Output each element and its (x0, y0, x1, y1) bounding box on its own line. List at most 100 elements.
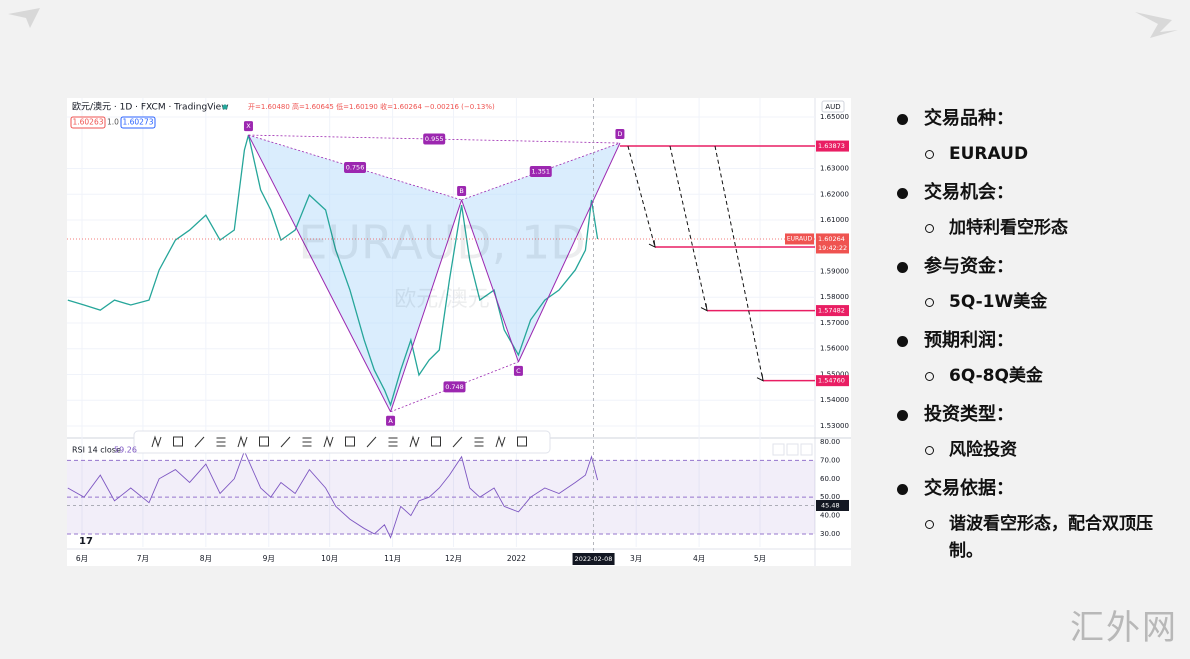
tool-icon (194, 436, 205, 448)
ask: 1.60273 (122, 118, 153, 127)
bullet-detail: 6Q-8Q美金 (895, 363, 1164, 400)
pattern-point-label: C (516, 367, 521, 375)
tool-icon (216, 437, 226, 447)
y-tick-label: 1.56000 (820, 345, 849, 353)
arrow-head (756, 373, 764, 382)
ratio-box (423, 133, 446, 145)
tool-icon (388, 437, 398, 447)
rsi-tick-label: 30.00 (820, 530, 840, 538)
pattern-point-label: D (617, 130, 622, 138)
last-box (816, 233, 849, 254)
tool-icon (280, 436, 291, 448)
tool-icon (151, 435, 162, 448)
pane-up[interactable] (772, 443, 785, 456)
ohlc: 开=1.60480 高=1.60645 低=1.60190 收=1.60264 … (248, 102, 495, 111)
chart-background (67, 98, 851, 566)
pattern-point (243, 121, 253, 132)
pattern-point (386, 415, 396, 426)
drawing-toolbar[interactable] (133, 430, 551, 454)
pattern-point-label: B (459, 187, 463, 195)
tool-icon (345, 436, 355, 447)
tv-logo: 17 (79, 536, 93, 547)
y-tick-label: 1.57000 (820, 319, 849, 327)
bullet-heading: 参与资金： (895, 252, 1175, 289)
ratio-box (529, 165, 552, 177)
target-label: 1.63873 (818, 142, 845, 150)
pane-max[interactable] (800, 443, 813, 456)
tool-icon (259, 436, 269, 447)
corner-decoration (8, 8, 40, 28)
bullet-detail: EURAUD (895, 141, 1164, 178)
x-tick-label: 12月 (445, 554, 462, 563)
target-box (816, 140, 849, 152)
target-label: 1.54760 (818, 377, 845, 385)
x-tick-label: 9月 (263, 554, 275, 563)
currency: AUD (825, 103, 840, 111)
target-arrow (714, 145, 764, 381)
target-arrow (627, 145, 656, 248)
target-label: 1.57482 (818, 307, 845, 315)
crosshair-label: 45.48 (821, 501, 840, 509)
last-name-box (785, 233, 814, 245)
x-tick-label: 3月 (630, 554, 642, 563)
tool-icon (517, 436, 527, 447)
bullet-heading: 交易依据： (895, 474, 1175, 511)
last-name: EURAUD (787, 235, 813, 242)
pane-close[interactable] (786, 443, 799, 456)
pattern-area (461, 143, 620, 362)
y-tick-label: 1.63000 (820, 165, 849, 173)
y-tick-label: 1.53000 (820, 422, 849, 430)
bid: 1.60263 (72, 118, 103, 127)
tool-icon (173, 436, 183, 447)
y-tick-label: 1.65000 (820, 113, 849, 121)
rsi-tick-label: 70.00 (820, 456, 840, 464)
currency-box (821, 100, 845, 113)
arrow-head (648, 239, 656, 248)
bullet-detail: 5Q-1W美金 (895, 289, 1164, 326)
pattern-leg (248, 134, 392, 413)
watermark-sub: 欧元/澳元 (394, 287, 489, 312)
x-tick-label: 7月 (137, 554, 149, 563)
y-tick-label: 1.54000 (820, 396, 849, 404)
y-tick-label: 1.59000 (820, 268, 849, 276)
bullet-detail: 谐波看空形态，配合双顶压制。 (895, 511, 1164, 565)
rsi-tick-label: 80.00 (820, 438, 840, 446)
tool-icon (495, 435, 506, 448)
cursor-date: 2022-02-08 (575, 555, 613, 563)
pane-controls[interactable] (772, 443, 813, 456)
bullet-detail: 加特利看空形态 (895, 215, 1164, 252)
target-box (816, 305, 849, 317)
pattern-area (248, 135, 462, 412)
y-tick-label: 1.62000 (820, 190, 849, 198)
last-time: 19:42:22 (818, 244, 847, 252)
ratio-label: 0.748 (445, 383, 464, 391)
tool-icon (237, 435, 248, 448)
x-tick-label: 4月 (693, 554, 705, 563)
rsi-last: 59.26 (114, 446, 137, 455)
symbol: 欧元/澳元 · 1D · FXCM · TradingView (72, 101, 229, 113)
bullet-detail: 风险投资 (895, 437, 1164, 474)
target-box (816, 375, 849, 387)
pattern-point (513, 365, 523, 376)
tool-icon (366, 436, 377, 448)
crosshair-box (816, 499, 849, 511)
rsi-line (67, 450, 599, 539)
y-tick-label: 1.58000 (820, 293, 849, 301)
corner-decoration (1135, 12, 1178, 38)
x-tick-label: 11月 (384, 554, 401, 563)
bullet-heading: 交易机会： (895, 178, 1175, 215)
ratio-label: 0.756 (346, 164, 365, 172)
watermark: EURAUD, 1D (298, 216, 585, 270)
x-tick-label: 8月 (200, 554, 212, 563)
rsi-tick-label: 60.00 (820, 475, 840, 483)
pattern-ratio-line (248, 134, 462, 201)
status-dot (222, 104, 228, 110)
tool-icon (431, 436, 441, 447)
ratio-box (443, 381, 466, 393)
tool-icon (452, 436, 463, 448)
bullet-heading: 预期利润： (895, 326, 1175, 363)
pattern-point (615, 129, 625, 140)
x-tick-label: 5月 (754, 554, 766, 563)
y-tick-label: 1.61000 (820, 216, 849, 224)
